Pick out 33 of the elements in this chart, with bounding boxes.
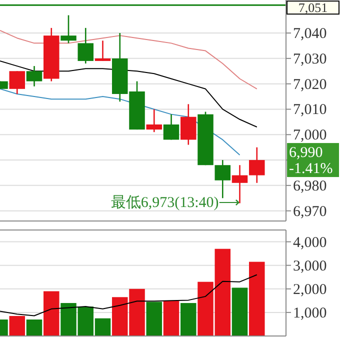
- bar: [232, 288, 248, 336]
- y-tick-label: 3,000: [293, 258, 327, 274]
- y-tick-label: 7,010: [293, 102, 327, 118]
- candlestick: [163, 114, 180, 140]
- candlestick: [180, 104, 196, 146]
- bar: [44, 291, 60, 336]
- y-tick-label: 7,030: [293, 51, 327, 68]
- y-tick-label: 6,970: [293, 204, 327, 220]
- bar: [146, 302, 162, 336]
- y-tick-label: 4,000: [293, 234, 327, 251]
- line-series: [0, 30, 258, 90]
- candlestick: [60, 14, 76, 44]
- candlestick: [78, 27, 94, 64]
- bar: [26, 320, 42, 336]
- candlestick: [94, 40, 111, 62]
- y-tick-label: 7,020: [293, 76, 327, 93]
- annotation: 最低6,973(13:40)⟶: [110, 195, 241, 212]
- y-tick-label: 2,000: [293, 282, 327, 298]
- candlestick: [26, 65, 42, 88]
- bar: [180, 303, 196, 336]
- y-tick-label: 6,980: [293, 178, 327, 194]
- y-tick-label: 7,000: [293, 128, 327, 144]
- y-tick-label: 1,000: [293, 305, 327, 322]
- candlestick: [146, 108, 162, 133]
- line-series: [0, 274, 258, 316]
- bar: [163, 300, 180, 336]
- y-tick-label: 7,040: [293, 26, 327, 42]
- candlestick: [9, 70, 26, 95]
- bar: [249, 262, 265, 336]
- text: 6,990 -1.41%: [289, 145, 333, 178]
- ref-line-label: 7,051: [298, 0, 328, 16]
- line-series: [0, 60, 258, 128]
- candlestick: [249, 146, 265, 184]
